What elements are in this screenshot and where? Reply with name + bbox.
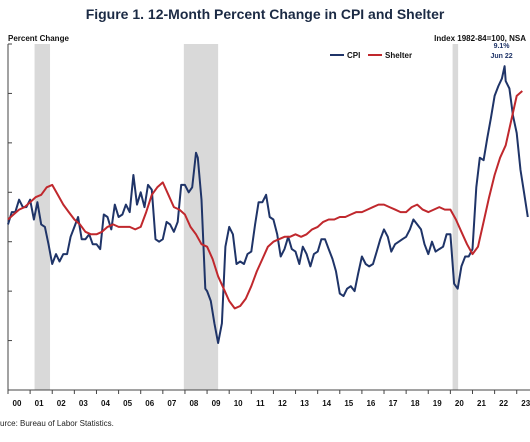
recession-band [183,44,219,390]
x-tick-label: 03 [79,399,88,408]
annotation-date: Jun 22 [490,53,512,60]
series-line-cpi [7,65,529,344]
x-tick-label: 12 [278,399,287,408]
x-tick-label: 02 [57,399,66,408]
x-tick-label: 20 [455,399,464,408]
x-tick-label: 08 [189,399,198,408]
series-lines [7,65,529,344]
x-tick-label: 16 [366,399,375,408]
legend-label-shelter: Shelter [385,51,412,60]
recession-bands [34,44,459,390]
x-tick-label: 09 [212,399,221,408]
x-tick-label: 13 [300,399,309,408]
x-tick-label: 10 [234,399,243,408]
peak-annotation: 9.1% Jun 22 [490,43,512,60]
x-tick-label: 01 [35,399,44,408]
series-line-shelter [7,90,523,310]
x-tick-label: 14 [322,399,331,408]
legend: CPI Shelter [330,51,412,60]
x-tick-label: 18 [411,399,420,408]
x-tick-label: 21 [477,399,486,408]
x-tick-label: 11 [256,399,265,408]
x-tick-label: 00 [13,399,22,408]
x-tick-label: 07 [167,399,176,408]
legend-label-cpi: CPI [347,51,360,60]
annotation-value: 9.1% [494,43,511,50]
x-tick-label: 23 [521,399,530,408]
axes: 00 01 02 03 04 05 06 07 08 09 10 11 12 13 14 15 16 17 18 19… [7,43,530,408]
chart-title: Figure 1. 12-Month Percent Change in CPI… [85,6,445,22]
x-tick-label: 15 [344,399,353,408]
x-tick-label: 05 [123,399,132,408]
recession-band [34,44,51,390]
source-note: urce: Bureau of Labor Statistics. [0,419,114,428]
x-tick-label: 04 [101,399,110,408]
x-tick-label: 17 [389,399,398,408]
y-axis-title: Percent Change [8,34,69,43]
x-tick-label: 06 [145,399,154,408]
index-note: Index 1982-84=100, NSA [434,34,526,43]
x-tick-label: 19 [433,399,442,408]
x-tick-label: 22 [499,399,508,408]
